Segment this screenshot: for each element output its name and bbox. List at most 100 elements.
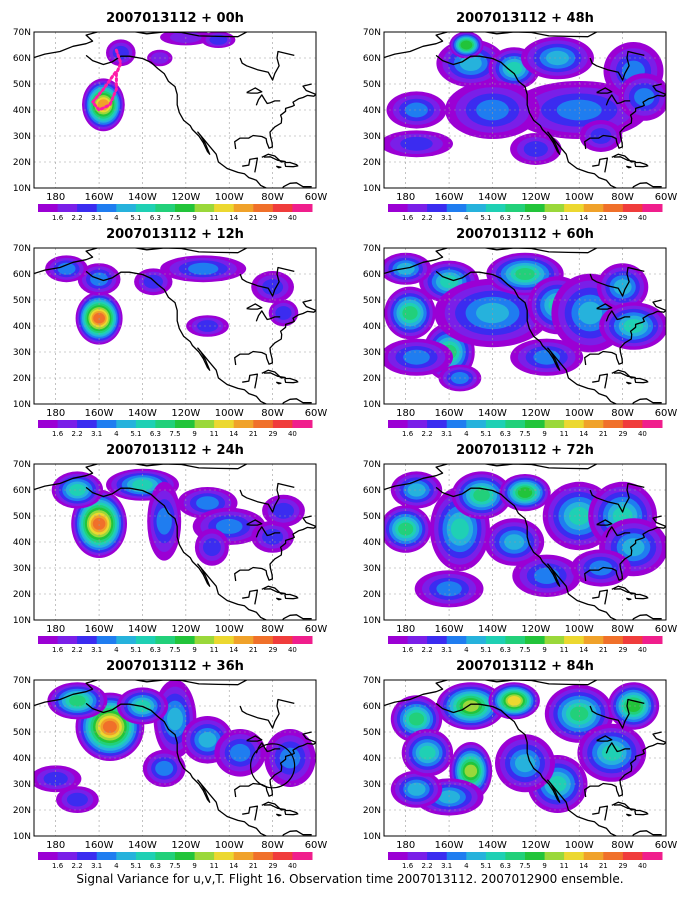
lat-label: 40N bbox=[13, 538, 31, 548]
lon-label: 120W bbox=[171, 192, 200, 203]
colorbar-label: 6.3 bbox=[150, 646, 161, 654]
colorbar-label: 3.1 bbox=[91, 646, 102, 654]
lat-label: 20N bbox=[363, 374, 381, 384]
lon-label: 160W bbox=[85, 840, 114, 851]
colorbar-label: 2.2 bbox=[422, 430, 433, 438]
lon-label: 180 bbox=[46, 192, 65, 203]
colorbar-swatch bbox=[135, 852, 156, 860]
lat-label: 50N bbox=[13, 728, 31, 738]
colorbar-label: 1.6 bbox=[52, 214, 64, 222]
lon-label: 180 bbox=[396, 408, 415, 419]
lat-label: 50N bbox=[363, 728, 381, 738]
colorbar-label: 1.6 bbox=[402, 214, 414, 222]
colorbar-swatch bbox=[446, 204, 467, 212]
colorbar-label: 29 bbox=[268, 646, 277, 654]
panel-title: 2007013112 + 72h bbox=[456, 443, 594, 458]
colorbar-label: 40 bbox=[638, 214, 647, 222]
colorbar-swatch bbox=[505, 636, 526, 644]
lat-label: 10N bbox=[13, 184, 31, 194]
colorbar-label: 5.1 bbox=[130, 214, 141, 222]
lon-label: 60W bbox=[655, 408, 678, 419]
colorbar-label: 21 bbox=[249, 862, 258, 870]
colorbar: 1.6 2.2 3.1 4 5.1 6.3 7.5 9 11 14 21 29 40 bbox=[38, 636, 313, 654]
lon-label: 80W bbox=[611, 192, 634, 203]
colorbar-label: 21 bbox=[249, 430, 258, 438]
lon-label: 80W bbox=[611, 408, 634, 419]
map-frame bbox=[383, 247, 667, 405]
colorbar-swatch bbox=[544, 420, 565, 428]
colorbar-swatch bbox=[407, 420, 428, 428]
colorbar-swatch bbox=[57, 636, 78, 644]
variance-field bbox=[384, 464, 666, 620]
coastlines bbox=[384, 248, 666, 404]
lat-label: 10N bbox=[363, 832, 381, 842]
lat-label: 70N bbox=[13, 28, 31, 38]
lon-label: 60W bbox=[655, 624, 678, 635]
gridlines bbox=[34, 464, 316, 620]
colorbar-label: 2.2 bbox=[72, 214, 83, 222]
lat-label: 60N bbox=[363, 486, 381, 496]
colorbar-swatch bbox=[233, 852, 254, 860]
colorbar-label: 3.1 bbox=[91, 862, 102, 870]
lat-label: 30N bbox=[13, 780, 31, 790]
colorbar-label: 40 bbox=[638, 646, 647, 654]
colorbar-swatch bbox=[407, 204, 428, 212]
colorbar-swatch bbox=[292, 204, 313, 212]
colorbar-swatch bbox=[233, 636, 254, 644]
colorbar-swatch bbox=[583, 852, 604, 860]
lon-label: 60W bbox=[655, 840, 678, 851]
colorbar-swatch bbox=[155, 420, 176, 428]
lon-label: 120W bbox=[521, 192, 550, 203]
colorbar-label: 4 bbox=[464, 862, 469, 870]
lat-label: 70N bbox=[13, 460, 31, 470]
lat-label: 20N bbox=[363, 158, 381, 168]
colorbar-label: 21 bbox=[599, 214, 608, 222]
lon-label: 140W bbox=[128, 408, 157, 419]
map-frame bbox=[383, 463, 667, 621]
lat-label: 50N bbox=[13, 80, 31, 90]
colorbar-label: 21 bbox=[599, 430, 608, 438]
colorbar-swatch bbox=[214, 852, 235, 860]
map-panel-72h: 2007013112 + 72h 70N 60N 50N 40N 30N 20N 10N 180… bbox=[363, 443, 678, 654]
map-frame bbox=[33, 463, 317, 621]
lat-label: 20N bbox=[13, 374, 31, 384]
colorbar-swatch bbox=[642, 636, 663, 644]
colorbar: 1.6 2.2 3.1 4 5.1 6.3 7.5 9 11 14 21 29 40 bbox=[388, 204, 663, 222]
lat-label: 30N bbox=[13, 564, 31, 574]
colorbar-swatch bbox=[292, 420, 313, 428]
colorbar-swatch bbox=[292, 636, 313, 644]
lat-label: 70N bbox=[13, 244, 31, 254]
colorbar-label: 6.3 bbox=[500, 214, 511, 222]
lat-label: 60N bbox=[363, 54, 381, 64]
colorbar-swatch bbox=[485, 204, 506, 212]
coastlines bbox=[34, 248, 316, 404]
lon-label: 80W bbox=[611, 840, 634, 851]
lon-label: 60W bbox=[305, 624, 328, 635]
colorbar-label: 7.5 bbox=[169, 430, 180, 438]
colorbar-swatch bbox=[38, 204, 59, 212]
colorbar-label: 1.6 bbox=[402, 646, 414, 654]
colorbar-label: 2.2 bbox=[72, 646, 83, 654]
coastlines bbox=[34, 32, 316, 188]
colorbar-swatch bbox=[38, 852, 59, 860]
lon-label: 140W bbox=[478, 840, 507, 851]
colorbar-label: 6.3 bbox=[150, 214, 161, 222]
lon-label: 60W bbox=[655, 192, 678, 203]
colorbar-label: 11 bbox=[210, 862, 219, 870]
colorbar-label: 40 bbox=[288, 214, 297, 222]
colorbar-swatch bbox=[135, 204, 156, 212]
colorbar-label: 40 bbox=[638, 430, 647, 438]
colorbar-swatch bbox=[544, 852, 565, 860]
colorbar-label: 7.5 bbox=[169, 862, 180, 870]
colorbar-swatch bbox=[175, 420, 196, 428]
colorbar-swatch bbox=[427, 420, 448, 428]
colorbar-swatch bbox=[57, 852, 78, 860]
colorbar-label: 4 bbox=[464, 430, 469, 438]
colorbar-label: 29 bbox=[618, 862, 627, 870]
colorbar: 1.6 2.2 3.1 4 5.1 6.3 7.5 9 11 14 21 29 40 bbox=[388, 636, 663, 654]
colorbar-label: 14 bbox=[229, 862, 238, 870]
colorbar-swatch bbox=[272, 204, 293, 212]
colorbar-swatch bbox=[525, 204, 546, 212]
lat-label: 10N bbox=[13, 832, 31, 842]
gridlines bbox=[384, 464, 666, 620]
